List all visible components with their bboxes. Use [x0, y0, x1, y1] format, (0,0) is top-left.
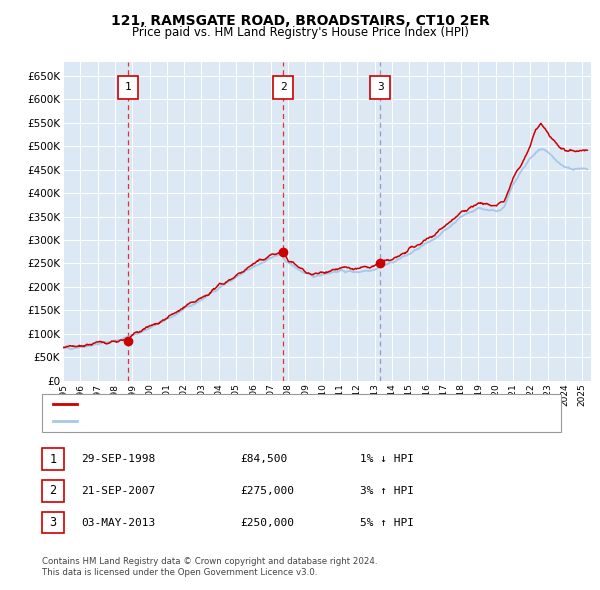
Text: 29-SEP-1998: 29-SEP-1998 — [81, 454, 155, 464]
Text: £275,000: £275,000 — [240, 486, 294, 496]
Text: Contains HM Land Registry data © Crown copyright and database right 2024.: Contains HM Land Registry data © Crown c… — [42, 557, 377, 566]
Text: 2: 2 — [49, 484, 56, 497]
Text: 2: 2 — [280, 83, 287, 93]
Text: 121, RAMSGATE ROAD, BROADSTAIRS, CT10 2ER: 121, RAMSGATE ROAD, BROADSTAIRS, CT10 2E… — [110, 14, 490, 28]
Text: 121, RAMSGATE ROAD, BROADSTAIRS, CT10 2ER (detached house): 121, RAMSGATE ROAD, BROADSTAIRS, CT10 2E… — [83, 399, 445, 409]
Text: 3% ↑ HPI: 3% ↑ HPI — [360, 486, 414, 496]
Text: 03-MAY-2013: 03-MAY-2013 — [81, 518, 155, 527]
FancyBboxPatch shape — [118, 76, 138, 99]
FancyBboxPatch shape — [370, 76, 391, 99]
Text: HPI: Average price, detached house, Thanet: HPI: Average price, detached house, Than… — [83, 416, 346, 426]
Text: 5% ↑ HPI: 5% ↑ HPI — [360, 518, 414, 527]
Text: This data is licensed under the Open Government Licence v3.0.: This data is licensed under the Open Gov… — [42, 568, 317, 577]
Text: 21-SEP-2007: 21-SEP-2007 — [81, 486, 155, 496]
Text: 1: 1 — [49, 453, 56, 466]
Text: £250,000: £250,000 — [240, 518, 294, 527]
Text: 3: 3 — [49, 516, 56, 529]
Text: 3: 3 — [377, 83, 383, 93]
Text: 1% ↓ HPI: 1% ↓ HPI — [360, 454, 414, 464]
Text: £84,500: £84,500 — [240, 454, 287, 464]
FancyBboxPatch shape — [273, 76, 293, 99]
Text: 1: 1 — [125, 83, 131, 93]
Text: Price paid vs. HM Land Registry's House Price Index (HPI): Price paid vs. HM Land Registry's House … — [131, 26, 469, 39]
